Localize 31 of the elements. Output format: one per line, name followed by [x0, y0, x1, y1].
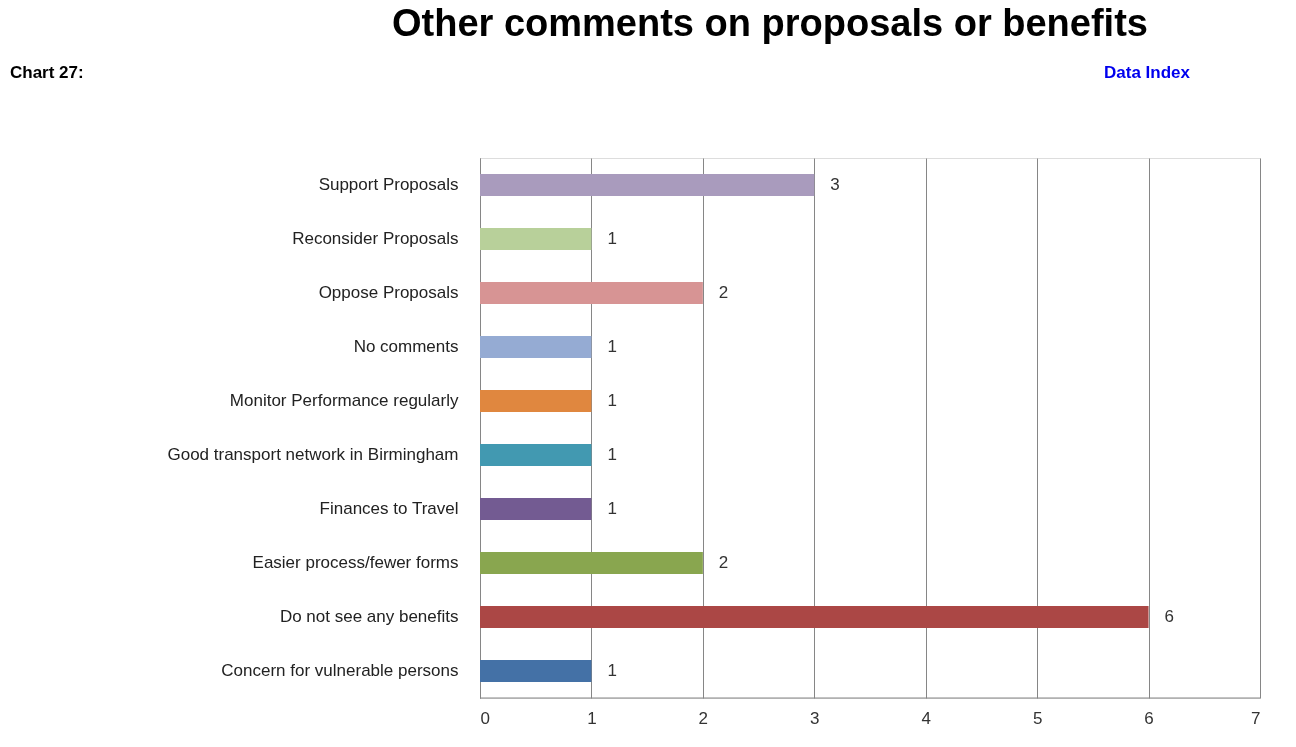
x-tick-label: 1 [587, 708, 597, 728]
y-tick-label: Monitor Performance regularly [229, 391, 459, 410]
y-tick-label: Finances to Travel [319, 499, 459, 518]
x-tick-label: 7 [1251, 708, 1261, 728]
data-label: 1 [607, 445, 617, 464]
y-tick-label: Easier process/fewer forms [252, 553, 459, 572]
x-tick-label: 4 [921, 708, 931, 728]
chart-title: Other comments on proposals or benefits [392, 2, 1148, 44]
y-tick-label: Oppose Proposals [318, 283, 459, 302]
data-label: 2 [718, 283, 729, 302]
text: Data Index [1104, 63, 1191, 82]
y-tick-label: Concern for vulnerable persons [221, 661, 459, 680]
x-tick-label: 3 [810, 708, 820, 728]
y-tick-label: Good transport network in Birmingham [167, 445, 459, 464]
data-label: 2 [718, 553, 729, 572]
data-label: 1 [607, 499, 617, 518]
data-label: 6 [1164, 607, 1175, 626]
x-tick-label: 6 [1144, 708, 1154, 728]
x-tick-label: 2 [698, 708, 709, 728]
y-tick-label: Do not see any benefits [279, 607, 459, 626]
data-label: 1 [607, 661, 617, 680]
data-label: 1 [607, 337, 617, 356]
data-label: 3 [830, 175, 840, 194]
caption: Chart 27: [10, 63, 84, 82]
x-tick-label: 0 [480, 708, 490, 728]
y-tick-label: No comments [353, 337, 459, 356]
y-tick-label: Support Proposals [318, 175, 459, 194]
y-tick-label: Reconsider Proposals [292, 229, 459, 248]
x-tick-label: 5 [1032, 708, 1043, 728]
data-label: 1 [607, 229, 617, 248]
data-label: 1 [607, 391, 617, 410]
